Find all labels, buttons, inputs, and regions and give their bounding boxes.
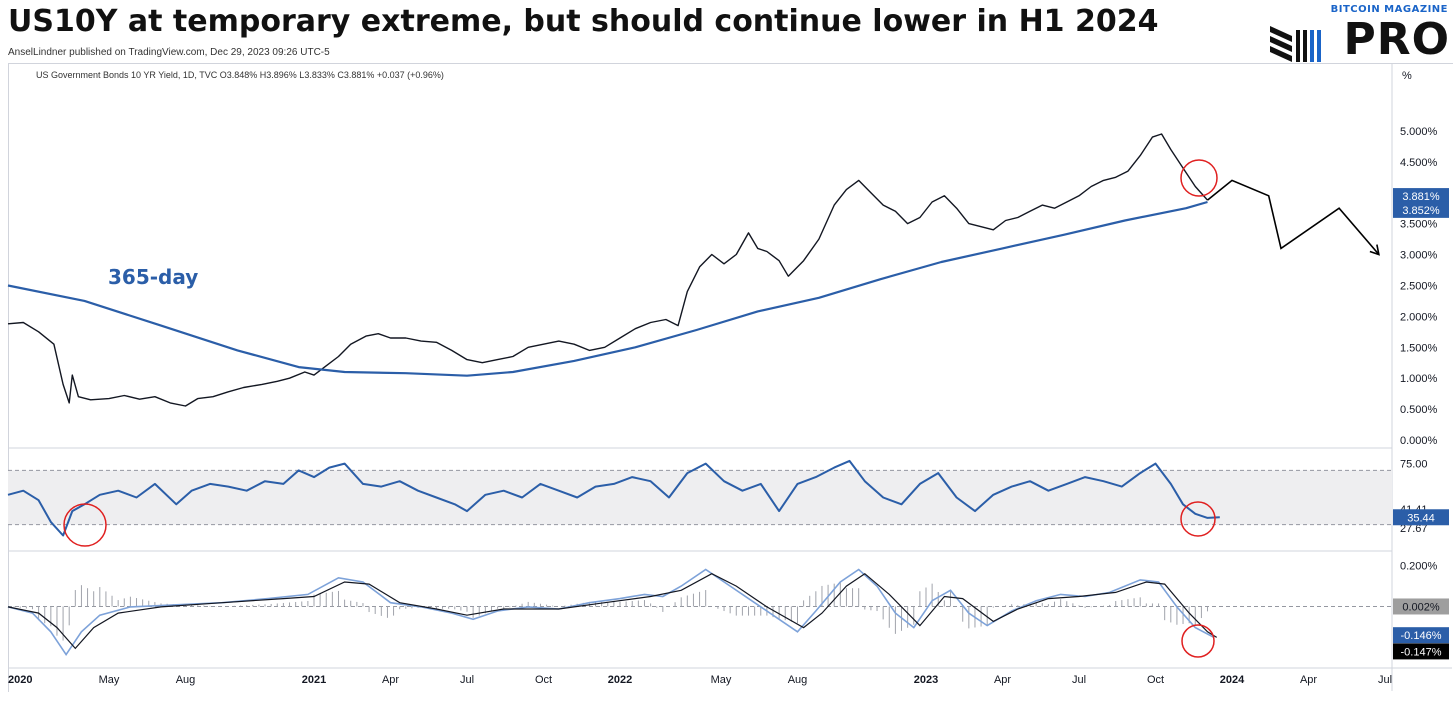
price-y-tick-4: 3.000% <box>1400 250 1438 262</box>
macd-badge-signal-bg <box>1393 643 1449 660</box>
signal-series-line <box>7 572 1218 650</box>
macd-badge-macd-bg <box>1393 627 1449 644</box>
price-y-tick-7: 1.500% <box>1400 342 1438 354</box>
x-tick-11: Apr <box>994 674 1011 686</box>
price-y-tick-6: 2.000% <box>1400 311 1438 323</box>
price-y-tick-10: 0.000% <box>1400 435 1438 447</box>
highlight-circle-rsi-2023 <box>1180 501 1216 537</box>
rsi-badge-bg <box>1393 509 1449 526</box>
price-y-tick-5: 2.500% <box>1400 280 1438 292</box>
x-tick-10: 2023 <box>914 674 938 686</box>
macd-badge-macd-text: -0.146% <box>1401 630 1442 642</box>
x-tick-6: Oct <box>535 674 552 686</box>
macd-y-tick-0: 0.200% <box>1400 560 1438 572</box>
x-tick-14: 2024 <box>1220 674 1245 686</box>
x-tick-15: Apr <box>1300 674 1317 686</box>
price-unit-label: % <box>1402 70 1412 82</box>
brand-mark-icon <box>1270 26 1321 62</box>
highlight-circle-price <box>1180 159 1218 197</box>
x-tick-7: 2022 <box>608 674 632 686</box>
rsi-series-line <box>7 459 1220 537</box>
ma-365-line <box>7 200 1208 377</box>
projection-arrowhead <box>1369 244 1380 256</box>
price-y-tick-0: 5.000% <box>1400 126 1438 138</box>
x-tick-1: May <box>99 674 120 686</box>
highlight-circle-rsi-2020 <box>63 503 107 547</box>
x-tick-16: Jul <box>1378 674 1392 686</box>
projection-path <box>1206 179 1380 256</box>
x-tick-2: Aug <box>176 674 196 686</box>
x-tick-13: Oct <box>1147 674 1164 686</box>
macd-badge-zero-text: 0.002% <box>1402 601 1440 613</box>
price-y-tick-1: 4.500% <box>1400 157 1438 169</box>
price-badge-last-bg <box>1393 188 1449 205</box>
x-tick-4: Apr <box>382 674 399 686</box>
chart-frame <box>8 63 1453 692</box>
macd-badge-signal-text: -0.147% <box>1401 646 1442 658</box>
price-y-tick-8: 1.000% <box>1400 373 1438 385</box>
publisher-line: AnselLindner published on TradingView.co… <box>8 47 330 58</box>
x-tick-9: Aug <box>788 674 808 686</box>
macd-badge-zero-bg <box>1393 598 1449 615</box>
x-tick-12: Jul <box>1072 674 1086 686</box>
x-tick-8: May <box>711 674 732 686</box>
rsi-badge-text: 35.44 <box>1407 512 1435 524</box>
rsi-y-tick-2: 27.67 <box>1400 523 1428 535</box>
rsi-y-tick-0: 75.00 <box>1400 459 1428 471</box>
x-tick-3: 2021 <box>302 674 326 686</box>
price-series-line <box>7 133 1209 407</box>
price-badge-ma-bg <box>1393 201 1449 218</box>
x-tick-0: 2020 <box>8 674 32 686</box>
macd-series-line <box>7 568 1214 657</box>
highlight-circle-macd <box>1181 624 1215 658</box>
price-y-tick-9: 0.500% <box>1400 404 1438 416</box>
x-tick-5: Jul <box>460 674 474 686</box>
brand-logo: BITCOIN MAGAZINE PRO <box>1268 4 1452 66</box>
price-badge-last-text: 3.881% <box>1402 191 1440 203</box>
price-badge-ma-text: 3.852% <box>1402 205 1440 217</box>
chart-legend: US Government Bonds 10 YR Yield, 1D, TVC… <box>36 70 444 80</box>
brand-pro-text: PRO <box>1343 14 1450 65</box>
ma-annotation-label: 365-day <box>108 265 198 289</box>
chart-title: US10Y at temporary extreme, but should c… <box>8 4 1159 39</box>
rsi-band <box>8 470 1392 525</box>
price-y-tick-3: 3.500% <box>1400 219 1438 231</box>
brand-top-text: BITCOIN MAGAZINE <box>1330 4 1448 15</box>
